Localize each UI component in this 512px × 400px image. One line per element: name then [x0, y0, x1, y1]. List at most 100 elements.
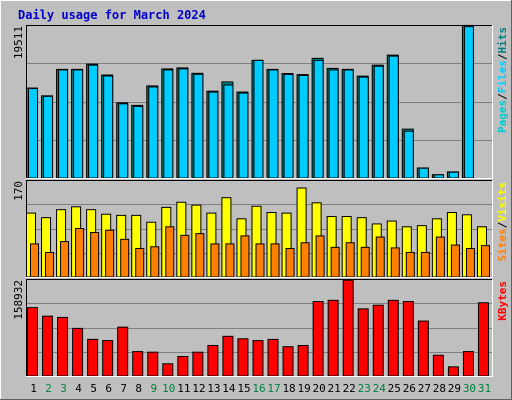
bar-kbytes-day-29 [447, 366, 459, 377]
bar-files-day-8 [133, 105, 144, 179]
day-label-29: 29 [448, 382, 461, 395]
bar-kbytes-day-4 [72, 327, 84, 377]
day-label-23: 23 [358, 382, 371, 395]
bar-sites-day-12 [195, 233, 205, 278]
bar-files-day-23 [358, 76, 369, 179]
day-label-19: 19 [297, 382, 310, 395]
day-label-28: 28 [433, 382, 446, 395]
bar-sites-day-29 [450, 244, 460, 278]
bar-kbytes-day-30 [462, 351, 474, 377]
bar-files-day-25 [388, 55, 399, 179]
day-label-1: 1 [30, 382, 37, 395]
panel-volume-legend: KBytes [496, 281, 509, 321]
bar-kbytes-day-2 [42, 315, 54, 377]
legend-part-files: Files [496, 60, 509, 93]
bar-sites-day-20 [315, 235, 325, 278]
day-label-30: 30 [463, 382, 476, 395]
bar-kbytes-day-11 [177, 355, 189, 377]
bar-sites-day-25 [390, 247, 400, 278]
bar-files-day-12 [193, 73, 204, 179]
bar-kbytes-day-28 [432, 354, 444, 377]
bar-sites-day-22 [345, 242, 355, 278]
panel-volume-ymax-label: 158932 [12, 280, 25, 320]
bar-kbytes-day-9 [147, 351, 159, 377]
bar-sites-day-3 [60, 241, 70, 278]
day-label-8: 8 [135, 382, 142, 395]
bar-sites-day-1 [30, 243, 39, 278]
bar-kbytes-day-31 [477, 302, 489, 377]
day-label-20: 20 [313, 382, 326, 395]
bar-kbytes-day-13 [207, 344, 219, 377]
bar-files-day-21 [328, 69, 339, 179]
bar-sites-day-24 [375, 236, 385, 278]
legend-part-slash: / [496, 53, 509, 60]
day-label-25: 25 [388, 382, 401, 395]
chart-panels: 19511Pages/Files/Hits170Sites/Visits1589… [12, 24, 509, 377]
bar-files-day-7 [118, 103, 129, 179]
legend-part-kbytes: KBytes [496, 281, 509, 321]
bar-kbytes-day-5 [87, 338, 99, 377]
day-label-13: 13 [207, 382, 220, 395]
bar-files-day-4 [73, 69, 84, 179]
bar-kbytes-day-25 [387, 299, 399, 377]
day-label-14: 14 [222, 382, 236, 395]
bar-files-day-19 [298, 75, 309, 179]
day-label-9: 9 [150, 382, 157, 395]
day-label-31: 31 [478, 382, 491, 395]
bar-kbytes-day-10 [162, 363, 174, 377]
bar-sites-day-9 [150, 246, 160, 278]
bar-files-day-17 [268, 69, 279, 179]
day-label-3: 3 [60, 382, 67, 395]
bar-files-day-1 [28, 88, 38, 179]
bar-sites-day-8 [135, 247, 145, 278]
panel-volume: 158932 KBytes [12, 279, 509, 377]
bar-sites-day-17 [270, 243, 280, 278]
bar-sites-day-16 [255, 243, 265, 278]
day-label-2: 2 [45, 382, 52, 395]
day-label-12: 12 [192, 382, 205, 395]
day-label-26: 26 [403, 382, 416, 395]
bar-kbytes-day-14 [222, 335, 234, 377]
day-label-17: 17 [267, 382, 280, 395]
bar-kbytes-day-17 [267, 338, 279, 377]
bar-files-day-29 [448, 171, 459, 179]
bar-kbytes-day-12 [192, 351, 204, 377]
panel-visitors-legend: Sites/Visits [496, 182, 509, 262]
bar-sites-day-28 [435, 236, 445, 278]
bar-kbytes-day-19 [297, 344, 309, 377]
bar-sites-day-11 [180, 234, 190, 278]
bar-kbytes-day-16 [252, 340, 264, 377]
bar-files-day-11 [178, 68, 189, 179]
bar-sites-day-21 [330, 246, 340, 278]
legend-part-pages: Pages [496, 100, 509, 133]
bar-files-day-28 [433, 174, 444, 179]
bar-sites-day-4 [75, 228, 85, 278]
bar-sites-day-2 [45, 251, 55, 278]
bar-kbytes-day-20 [312, 301, 324, 377]
bar-sites-day-14 [225, 243, 235, 278]
bar-sites-day-5 [90, 231, 100, 278]
panel-visitors-ymax-label: 170 [12, 181, 25, 201]
bar-kbytes-day-8 [132, 351, 144, 377]
bar-files-day-2 [43, 95, 54, 179]
bar-kbytes-day-3 [57, 316, 69, 377]
panel-usage-ymax-label: 19511 [12, 26, 25, 59]
bar-files-day-3 [58, 69, 69, 179]
bar-kbytes-day-26 [402, 301, 414, 377]
bar-files-day-27 [418, 167, 429, 179]
day-label-24: 24 [373, 382, 387, 395]
bar-kbytes-day-24 [372, 304, 384, 377]
day-label-21: 21 [328, 382, 341, 395]
day-label-15: 15 [237, 382, 250, 395]
bar-kbytes-day-6 [102, 340, 114, 377]
bar-sites-day-13 [210, 243, 220, 278]
legend-part-visits: Visits [496, 182, 509, 222]
bar-files-day-13 [208, 91, 219, 179]
bar-sites-day-19 [300, 242, 310, 278]
bar-sites-day-18 [285, 247, 295, 278]
day-axis: 1 2 3 4 5 6 7 8 9 10 11 12 13 14 15 16 17 18 19 20 21 22 23 24 2… [30, 382, 491, 395]
bar-sites-day-26 [405, 251, 415, 278]
bar-files-day-15 [238, 92, 249, 179]
day-label-10: 10 [162, 382, 175, 395]
